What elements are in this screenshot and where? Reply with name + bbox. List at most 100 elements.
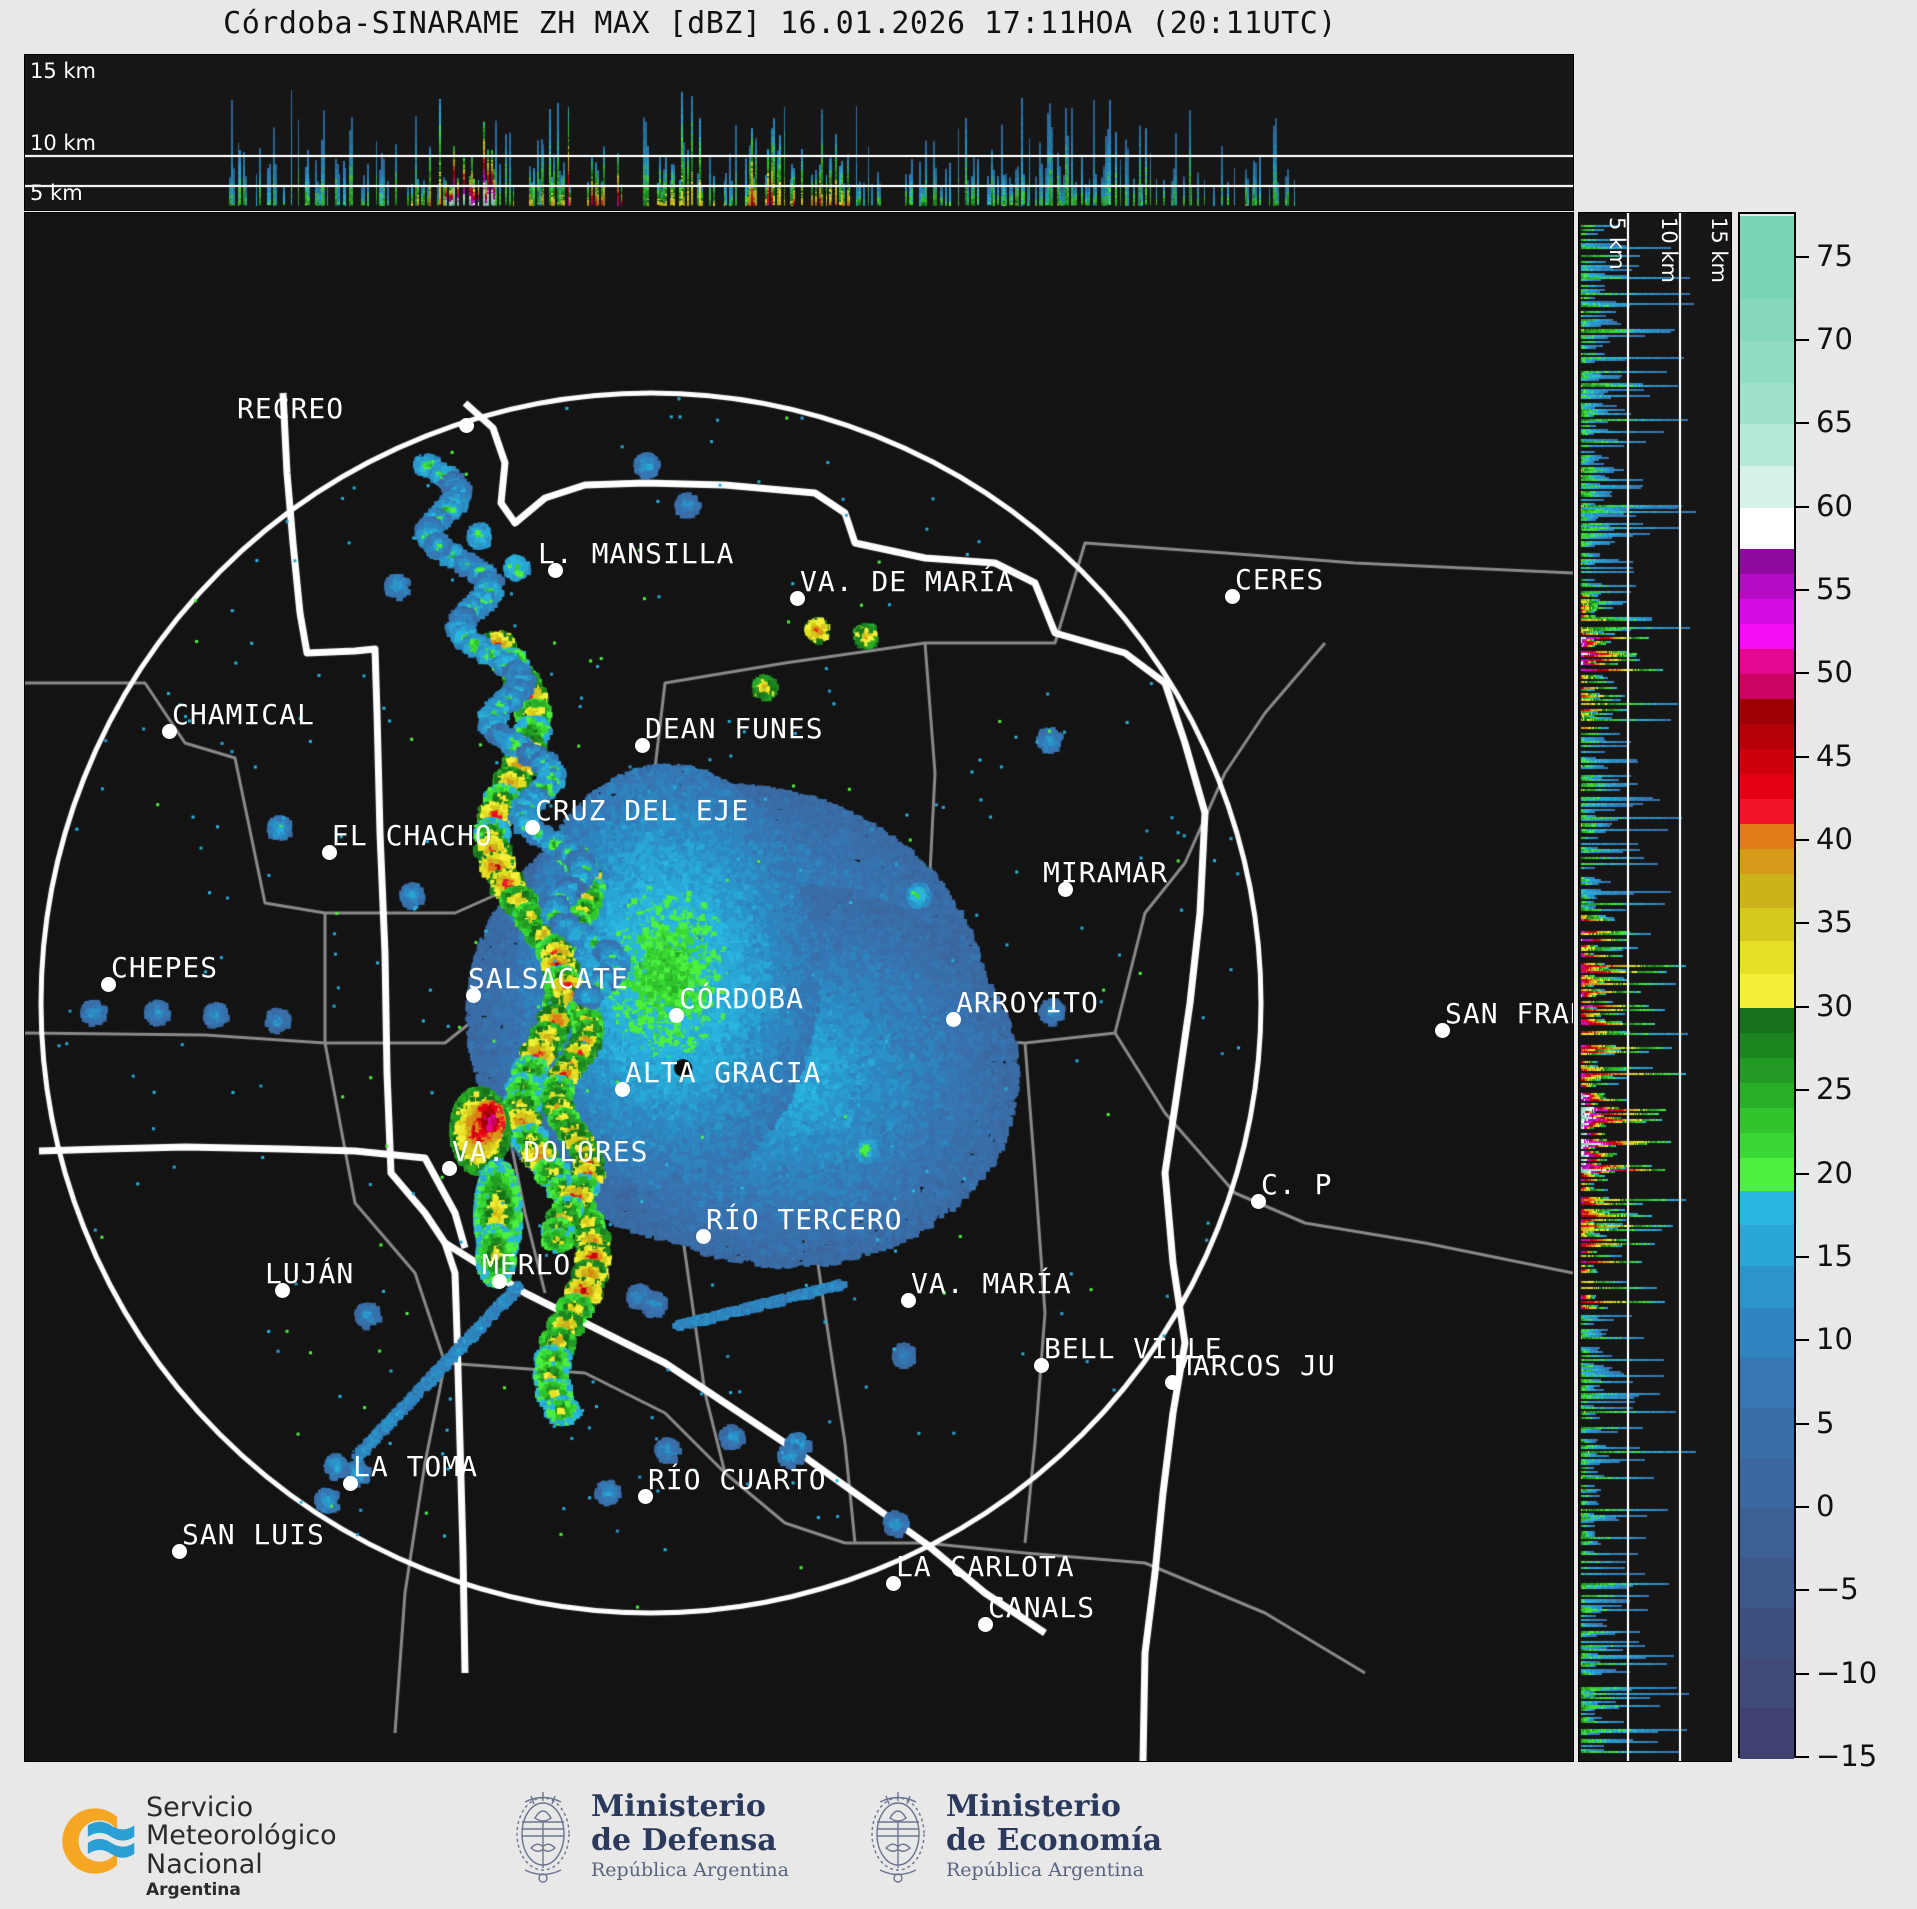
city-dot-icon [1225, 589, 1240, 604]
colorbar-tick [1796, 1255, 1809, 1258]
colorbar-tick [1796, 1005, 1809, 1008]
colorbar-step [1740, 649, 1794, 676]
city-label: RECREO [237, 392, 345, 425]
colorbar-tick-label: 65 [1816, 405, 1853, 440]
colorbar-tick [1796, 422, 1809, 425]
colorbar-tick-label: 0 [1816, 1488, 1835, 1523]
colorbar-tick [1796, 755, 1809, 758]
city-dot-icon [525, 820, 540, 835]
radar-map-panel[interactable]: RECREO L. MANSILLA VA. DE MARÍA CERES CHAMIC… [24, 212, 1574, 1762]
colorbar-tick-label: 15 [1816, 1238, 1853, 1273]
colorbar-step [1740, 907, 1794, 942]
colorbar-step [1740, 1032, 1794, 1059]
logo-smn: Servicio Meteorológico Nacional Argentin… [50, 1778, 390, 1900]
defensa-line-3: República Argentina [591, 1859, 789, 1882]
colorbar-tick [1796, 339, 1809, 342]
logo-ministerio-defensa: Ministerio de Defensa República Argentin… [505, 1778, 925, 1898]
colorbar-tick [1796, 1422, 1809, 1425]
smn-line-3: Nacional [146, 1848, 263, 1880]
colorbar-step [1740, 1557, 1794, 1609]
colorbar-tick [1796, 1089, 1809, 1092]
logo-ministerio-economia: Ministerio de Economía República Argenti… [860, 1778, 1300, 1898]
colorbar-step [1740, 674, 1794, 701]
city-label: RÍO TERCERO [706, 1203, 903, 1236]
colorbar-step [1740, 424, 1794, 467]
city-dot-icon [696, 1229, 711, 1244]
colorbar-tick-label: 55 [1816, 572, 1853, 607]
city-dot-icon [162, 724, 177, 739]
city-label: ALTA GRACIA [625, 1056, 822, 1089]
colorbar-step [1740, 1132, 1794, 1159]
colorbar-step [1740, 799, 1794, 826]
city-dot-icon [101, 977, 116, 992]
colorbar-tick-label: −10 [1816, 1655, 1878, 1690]
colorbar-step [1740, 624, 1794, 650]
city-dot-icon [1034, 1358, 1049, 1373]
economia-line-3: República Argentina [946, 1859, 1144, 1882]
colorbar-step [1740, 1307, 1794, 1359]
city-dot-icon [275, 1283, 290, 1298]
colorbar-step [1740, 1057, 1794, 1084]
city-dot-icon [459, 418, 474, 433]
city-label: CHEPES [111, 951, 219, 984]
city-dot-icon [1251, 1194, 1266, 1209]
city-dot-icon [1165, 1375, 1180, 1390]
city-label: SAN LUIS [182, 1518, 325, 1551]
colorbar-step [1740, 849, 1794, 876]
colorbar-tick-label: 30 [1816, 988, 1853, 1023]
city-dot-icon [466, 988, 481, 1003]
colorbar-step [1740, 1407, 1794, 1459]
city-label: CERES [1235, 563, 1325, 596]
colorbar-step [1740, 774, 1794, 801]
colorbar-step [1740, 1107, 1794, 1134]
height-label-15km: 15 km [30, 59, 97, 83]
colorbar-tick-label: 5 [1816, 1405, 1835, 1440]
colorbar-tick [1796, 255, 1809, 258]
city-label: C. P [1261, 1168, 1333, 1201]
smn-logo-text: Servicio Meteorológico Nacional Argentin… [146, 1793, 337, 1900]
footer-logo-bar: Servicio Meteorológico Nacional Argentin… [0, 1778, 1917, 1909]
colorbar-step [1740, 1457, 1794, 1509]
right-cross-section-canvas [1579, 213, 1731, 1761]
city-dot-icon [635, 738, 650, 753]
colorbar-tick-label: 35 [1816, 905, 1853, 940]
colorbar-step [1740, 574, 1794, 600]
colorbar-step [1740, 1507, 1794, 1559]
city-label: RÍO CUARTO [648, 1463, 827, 1496]
argentina-coat-of-arms-icon [516, 1792, 570, 1883]
city-label: LA TOMA [353, 1450, 479, 1483]
city-dot-icon [978, 1617, 993, 1632]
city-dot-icon [492, 1274, 507, 1289]
colorbar-tick [1796, 672, 1809, 675]
city-dot-icon [638, 1489, 653, 1504]
colorbar-tick-label: −5 [1816, 1572, 1859, 1607]
economia-logo-text: Ministerio de Economía República Argenti… [946, 1790, 1162, 1881]
colorbar-tick [1796, 1172, 1809, 1175]
colorbar-tick-label: 45 [1816, 738, 1853, 773]
defensa-line-1: Ministerio [591, 1789, 766, 1824]
city-label: VA. MARÍA [911, 1267, 1072, 1300]
colorbar-tick-label: 10 [1816, 1322, 1853, 1357]
city-dot-icon [1058, 882, 1073, 897]
page-title: Córdoba-SINARAME ZH MAX [dBZ] 16.01.2026… [223, 6, 1337, 41]
colorbar-tick-label: 70 [1816, 322, 1853, 357]
city-dot-icon [946, 1012, 961, 1027]
colorbar-tick [1796, 1505, 1809, 1508]
colorbar-step [1740, 382, 1794, 425]
city-label: SALSACATE [468, 962, 629, 995]
colorbar-step [1740, 599, 1794, 625]
top-cross-section-canvas [25, 55, 1573, 210]
city-label: EL CHACHO [332, 819, 493, 852]
colorbar-tick-label: 25 [1816, 1072, 1853, 1107]
city-label: CRUZ DEL EJE [535, 794, 750, 827]
city-dot-icon [442, 1161, 457, 1176]
dbz-colorbar-gradient [1738, 212, 1796, 1759]
colorbar-tick-label: 40 [1816, 822, 1853, 857]
colorbar-tick-label: −15 [1816, 1739, 1878, 1773]
smn-line-2: Meteorológico [146, 1820, 337, 1852]
city-dot-icon [548, 563, 563, 578]
colorbar-step [1740, 974, 1794, 1009]
radar-reflectivity-canvas [25, 213, 1573, 1761]
height-gridline-v-10km [1679, 213, 1681, 1761]
colorbar-step [1740, 507, 1794, 550]
